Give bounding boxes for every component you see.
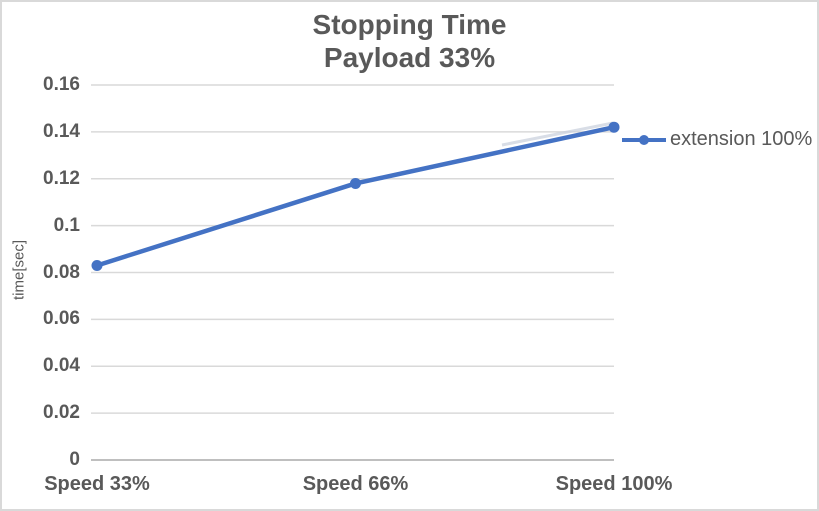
data-point-marker[interactable]: [91, 259, 103, 271]
y-tick-label: 0.02: [43, 402, 80, 424]
y-tick-label: 0: [69, 449, 80, 470]
series-line[interactable]: [94, 124, 617, 268]
chart-title: Stopping Time Payload 33%: [2, 8, 817, 74]
y-tick-label: 0.06: [43, 308, 80, 330]
legend-line-marker-icon: [622, 134, 666, 145]
y-tick-label: 0.14: [43, 120, 80, 142]
y-tick-label: 0.04: [43, 355, 80, 377]
ghost-line-artifact: [501, 121, 614, 147]
x-category-label: Speed 66%: [302, 473, 409, 495]
legend[interactable]: extension 100%: [621, 128, 812, 151]
data-point-marker[interactable]: [350, 177, 361, 189]
chart-title-line2: Payload 33%: [323, 42, 496, 73]
legend-label: extension 100%: [670, 128, 813, 150]
x-category-label: Speed 33%: [44, 473, 150, 495]
chart-title-line1: Stopping Time: [312, 9, 507, 40]
y-tick-label: 0.16: [43, 74, 80, 95]
x-category-label: Speed 100%: [555, 473, 673, 495]
y-tick-label: 0.1: [53, 214, 80, 236]
data-point-marker[interactable]: [608, 121, 620, 133]
y-tick-label: 0.08: [43, 261, 80, 283]
y-tick-label: 0.12: [43, 167, 80, 189]
